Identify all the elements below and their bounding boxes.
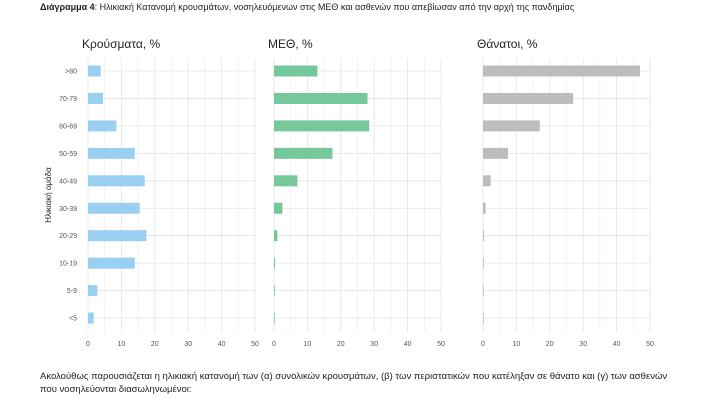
x-tick-label: 20 [337, 341, 345, 348]
bar-3-1 [483, 65, 640, 77]
category-tick-label: 5-9 [67, 288, 77, 295]
x-tick-label: 40 [613, 341, 621, 348]
bar-2-1 [274, 65, 318, 77]
panel-title: Θάνατοι, % [477, 37, 538, 51]
x-tick-label: 50 [646, 341, 654, 348]
caption-label: Διάγραμμα 4 [40, 2, 95, 12]
bar-2-9 [274, 285, 275, 297]
bar-2-3 [274, 120, 370, 132]
bar-1-10 [88, 312, 94, 324]
figure-caption: Διάγραμμα 4: Ηλικιακή Κατανομή κρουσμάτω… [40, 2, 574, 12]
x-tick-label: 0 [272, 341, 276, 348]
bar-1-2 [88, 92, 104, 104]
x-tick-label: 50 [437, 341, 445, 348]
x-tick-label: 20 [546, 341, 554, 348]
bar-2-2 [274, 92, 368, 104]
footer-paragraph: Ακολούθως παρουσιάζεται η ηλικιακή καταν… [40, 371, 668, 395]
x-tick-label: 0 [86, 341, 90, 348]
category-tick-label: 70-79 [59, 96, 77, 103]
caption-text: : Ηλικιακή Κατανομή κρουσμάτων, νοσηλευό… [94, 2, 575, 12]
bar-1-8 [88, 257, 135, 269]
bar-2-4 [274, 147, 333, 159]
bar-1-4 [88, 147, 135, 159]
category-tick-label: 40-49 [59, 178, 77, 185]
x-tick-label: 40 [218, 341, 226, 348]
category-tick-label: >80 [65, 69, 77, 76]
bar-2-10 [274, 312, 275, 324]
bar-1-1 [88, 65, 101, 77]
x-tick-label: 20 [151, 341, 159, 348]
bar-1-6 [88, 202, 140, 214]
bar-2-6 [274, 202, 283, 214]
bar-3-9 [483, 285, 484, 297]
y-axis-label: Ηλικιακή ομάδα [44, 167, 53, 223]
bar-3-2 [483, 92, 574, 104]
bar-1-3 [88, 120, 117, 132]
bar-3-3 [483, 120, 540, 132]
x-tick-label: 30 [370, 341, 378, 348]
age-distribution-chart: Ηλικιακή ομάδα Κρούσματα, % 0 10 20 30 40 50 ΜΕΘ… [44, 37, 654, 348]
category-tick-label: 20-29 [59, 233, 77, 240]
bar-1-5 [88, 175, 145, 187]
category-tick-label: <5 [69, 316, 77, 323]
bar-3-6 [483, 202, 486, 214]
x-tick-label: 10 [118, 341, 126, 348]
x-tick-label: 10 [513, 341, 521, 348]
panel-title: ΜΕΘ, % [268, 37, 313, 51]
bar-3-8 [483, 257, 484, 269]
category-tick-label: 30-39 [59, 206, 77, 213]
bar-3-4 [483, 147, 509, 159]
bar-2-5 [274, 175, 298, 187]
x-tick-label: 40 [404, 341, 412, 348]
bar-2-8 [274, 257, 276, 269]
category-tick-label: 60-69 [59, 123, 77, 130]
x-tick-label: 50 [251, 341, 259, 348]
bar-3-10 [483, 312, 484, 324]
bar-2-7 [274, 230, 278, 242]
category-tick-label: 10-19 [59, 261, 77, 268]
bar-1-7 [88, 230, 147, 242]
bar-3-7 [483, 230, 485, 242]
x-tick-label: 10 [304, 341, 312, 348]
bar-1-9 [88, 285, 98, 297]
bar-3-5 [483, 175, 491, 187]
category-tick-label: 50-59 [59, 151, 77, 158]
x-tick-label: 30 [184, 341, 192, 348]
x-tick-label: 30 [579, 341, 587, 348]
panel-title: Κρούσματα, % [82, 37, 161, 51]
x-tick-label: 0 [481, 341, 485, 348]
